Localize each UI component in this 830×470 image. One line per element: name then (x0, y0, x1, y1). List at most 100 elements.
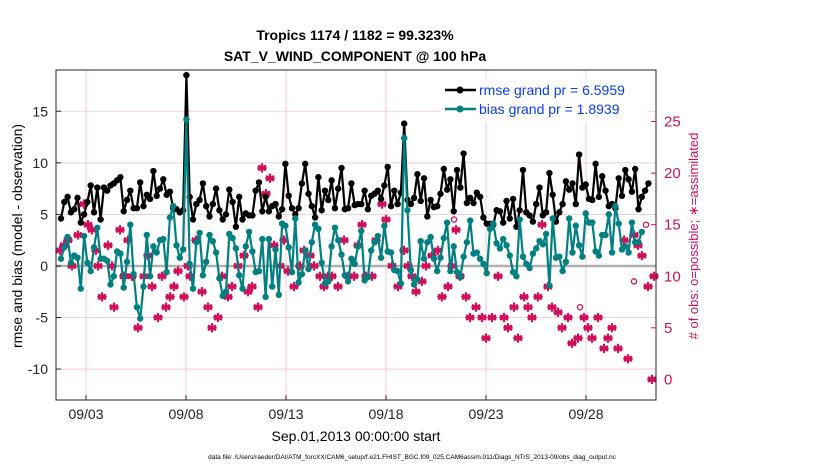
bias-point (206, 231, 213, 239)
rmse-point (189, 216, 197, 223)
y2-tick-label: 5 (664, 320, 672, 337)
bias-point (259, 235, 266, 243)
asterisk-stroke (607, 324, 617, 331)
bias-point (133, 303, 141, 311)
bias-point (288, 268, 296, 276)
bias-point (265, 235, 273, 243)
obs-assimilated-marker (227, 281, 237, 292)
asterisk-stroke (73, 231, 83, 239)
rmse-point (374, 187, 381, 194)
asterisk-stroke (309, 262, 319, 269)
bias-point (612, 202, 619, 210)
asterisk-stroke (499, 314, 509, 321)
rmse-point (410, 194, 418, 202)
bias-point (74, 254, 81, 261)
bias-point (107, 281, 114, 288)
bias-point (460, 253, 467, 260)
rmse-point (381, 182, 388, 189)
bias-point (110, 273, 118, 280)
asterisk-stroke (583, 324, 593, 331)
y-axis-label: rmse and bias (model - observation) (9, 124, 25, 348)
rmse-point (87, 182, 94, 189)
rmse-point (450, 208, 457, 215)
bias-point (569, 249, 576, 256)
rmse-point (556, 209, 563, 216)
rmse-point (549, 191, 556, 198)
bias-point (189, 285, 197, 292)
rmse-point (424, 213, 431, 220)
asterisk-stroke (115, 226, 125, 233)
asterisk-stroke (67, 262, 77, 269)
rmse-point (295, 204, 302, 212)
bias-point (447, 267, 454, 275)
obs-assimilated-marker (607, 323, 617, 333)
bias-point (351, 260, 358, 268)
bias-point (542, 230, 550, 238)
bias-point (377, 254, 385, 261)
bias-point (579, 253, 586, 260)
asterisk-stroke (477, 314, 487, 321)
bias-point (245, 228, 253, 236)
obs-assimilated-marker (477, 312, 487, 323)
rmse-point (252, 187, 259, 194)
obs-assimilated-marker (553, 307, 563, 318)
rmse-point (203, 202, 210, 210)
rmse-point (361, 187, 368, 194)
obs-assimilated-marker (257, 163, 267, 173)
asterisk-stroke (471, 304, 481, 311)
obs-assimilated-marker (599, 343, 609, 354)
rmse-point (582, 181, 589, 188)
obs-possible-marker (450, 216, 458, 223)
bias-point (559, 267, 566, 275)
bias-point (331, 224, 339, 231)
x-tick-label: 09/08 (168, 406, 203, 422)
bias-point (608, 249, 616, 256)
rmse-point (427, 196, 434, 204)
bias-point (130, 270, 137, 278)
rmse-point (80, 211, 88, 218)
bias-point (179, 246, 187, 253)
bias-point (381, 222, 388, 229)
asterisk-stroke (377, 201, 387, 208)
bias-point (526, 264, 533, 272)
obs-assimilated-marker (381, 214, 391, 225)
rmse-point (526, 212, 533, 219)
rmse-point (615, 175, 622, 182)
obs-assimilated-marker (461, 292, 471, 302)
rmse-point (137, 179, 144, 186)
rmse-point (275, 213, 282, 220)
bias-point (239, 285, 246, 292)
bias-point (302, 247, 309, 254)
rmse-point (315, 174, 322, 181)
rmse-point (282, 160, 289, 168)
rmse-point (140, 202, 147, 210)
obs-assimilated-marker (165, 292, 175, 302)
obs-assimilated-marker (93, 261, 103, 271)
bias-point (127, 221, 134, 228)
bias-point (120, 284, 127, 291)
y-tick-label: -5 (36, 310, 49, 326)
bias-point (486, 225, 494, 233)
obs-assimilated-marker (593, 312, 603, 323)
bias-point (163, 268, 170, 276)
x-tick-label: 09/18 (368, 406, 403, 422)
bias-point (467, 217, 474, 224)
obs-assimilated-marker (579, 312, 589, 323)
asterisk-stroke (443, 283, 453, 290)
bias-point (64, 233, 71, 241)
y-tick-label: 15 (32, 103, 48, 119)
bias-point (533, 245, 540, 252)
asterisk-stroke (579, 314, 589, 321)
rmse-point (308, 202, 315, 210)
asterisk-stroke (109, 304, 119, 311)
bias-point (193, 239, 200, 246)
bias-point (503, 242, 510, 249)
bias-point (476, 255, 484, 262)
bias-point (420, 255, 428, 262)
rmse-point (160, 176, 167, 183)
obs-assimilated-marker (333, 281, 343, 292)
bias-point (209, 237, 216, 245)
rmse-point (97, 216, 104, 223)
asterisk-stroke (103, 242, 113, 249)
bias-point (84, 259, 91, 267)
